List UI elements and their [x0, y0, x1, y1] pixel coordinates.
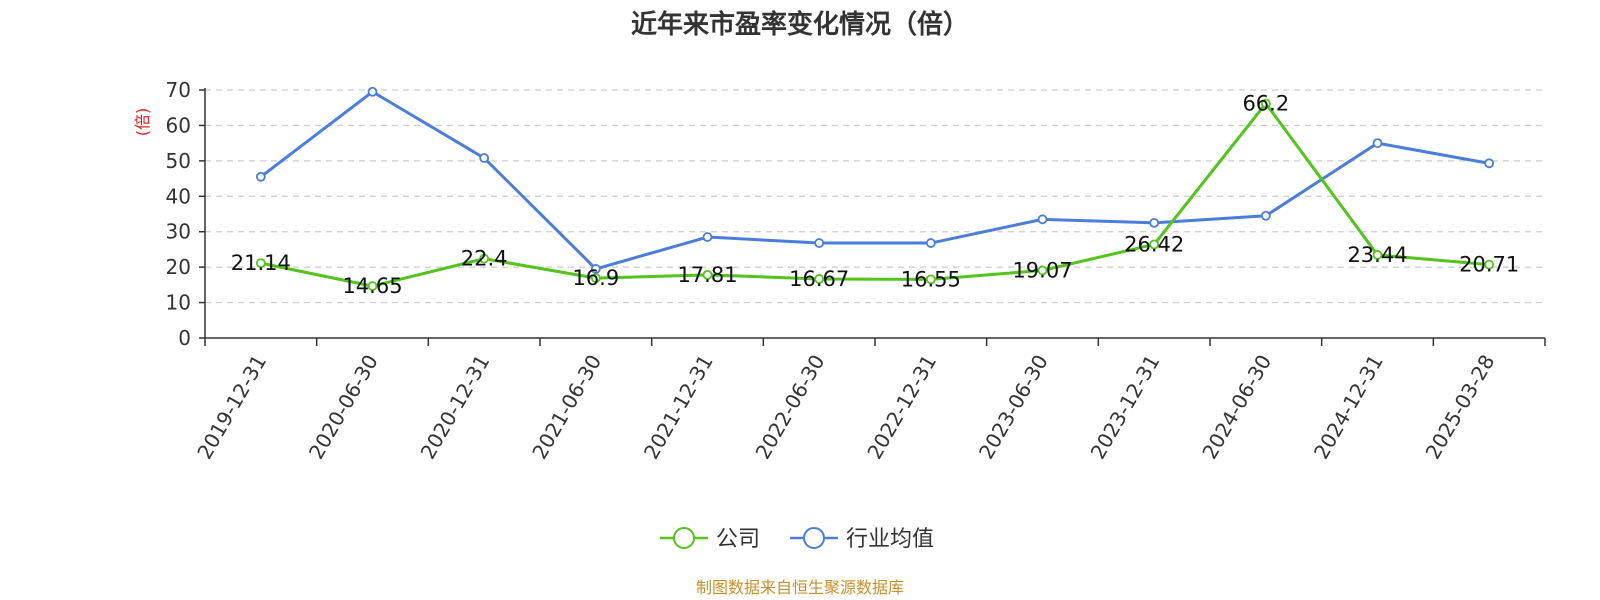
data-point[interactable]: [1372, 250, 1383, 260]
legend[interactable]: 公司 行业均值: [660, 527, 934, 552]
data-point[interactable]: [479, 153, 490, 163]
y-tick-labels: 0 10 20 30 40 50 60 70: [166, 78, 191, 350]
data-point[interactable]: [590, 264, 601, 274]
series-layer: [255, 86, 1495, 291]
data-point[interactable]: [479, 253, 490, 264]
data-label: 66.2: [1242, 91, 1289, 115]
data-point[interactable]: [1149, 239, 1160, 250]
data-point[interactable]: [814, 274, 825, 284]
data-label: 17.81: [677, 263, 737, 287]
data-point[interactable]: [702, 232, 713, 242]
data-label: 19.07: [1012, 258, 1072, 282]
x-tick-label: 2024-06-30: [1197, 351, 1276, 464]
data-point[interactable]: [1037, 214, 1048, 225]
x-tick-label: 2022-06-30: [751, 351, 830, 464]
data-label: 16.67: [789, 267, 849, 291]
x-tick-label: 2022-12-31: [862, 350, 941, 463]
data-point[interactable]: [1484, 158, 1495, 169]
x-tick-label: 2020-06-30: [304, 351, 383, 464]
data-point[interactable]: [255, 258, 266, 269]
x-tick-label: 2020-12-31: [416, 350, 495, 463]
x-tick-label: 2021-12-31: [639, 351, 718, 464]
data-point[interactable]: [367, 281, 378, 291]
data-point[interactable]: [1260, 210, 1271, 221]
x-tick-label: 2023-06-30: [974, 351, 1053, 464]
y-tick-label: 20: [166, 255, 191, 279]
data-point[interactable]: [1484, 259, 1495, 270]
x-tick-label: 2019-12-31: [192, 351, 271, 464]
legend-item[interactable]: 公司: [660, 527, 760, 552]
y-tick-label: 40: [166, 184, 191, 208]
x-tick-label: 2024-12-31: [1309, 351, 1388, 464]
x-tick-labels: 2019-12-31 2020-06-30 2020-12-31 2021-06-30…: [192, 350, 1499, 463]
data-point[interactable]: [925, 274, 936, 285]
y-tick-label: 70: [166, 78, 191, 102]
data-label: 22.4: [461, 247, 508, 271]
data-labels: 21.14 14.65 22.4 16.9 17.81 16.67 16.55 19.07 26…: [231, 91, 1519, 298]
x-tick-label: 2025-03-28: [1421, 351, 1500, 464]
data-label: 23.44: [1347, 243, 1407, 267]
data-point[interactable]: [814, 238, 825, 248]
y-tick-label: 60: [166, 113, 191, 137]
data-point[interactable]: [925, 238, 936, 248]
chart-title: 近年来市盈率变化情况（倍）: [631, 9, 969, 40]
data-point[interactable]: [590, 273, 601, 284]
data-label: 14.65: [342, 274, 402, 298]
series-line: [260, 101, 1490, 288]
data-point[interactable]: [1149, 217, 1160, 228]
data-label: 20.71: [1459, 253, 1519, 277]
data-point[interactable]: [255, 171, 266, 182]
data-point[interactable]: [702, 270, 713, 280]
y-tick-label: 0: [178, 326, 191, 350]
data-point[interactable]: [367, 86, 378, 97]
legend-label: 公司: [716, 527, 760, 552]
data-label: 21.14: [231, 251, 291, 275]
data-label: 16.9: [572, 266, 619, 290]
series-line: [259, 90, 1490, 271]
data-label: 16.55: [901, 267, 961, 291]
x-tick-label: 2021-06-30: [527, 351, 606, 464]
x-tick-label: 2023-12-31: [1086, 351, 1165, 464]
axes: [199, 88, 1546, 346]
y-axis-label: (倍): [133, 108, 152, 137]
grid-lines: [205, 89, 1545, 304]
legend-marker-icon: [803, 527, 825, 549]
source-note: 制图数据来自恒生聚源数据库: [696, 578, 904, 597]
data-point[interactable]: [1037, 265, 1048, 276]
data-label: 26.42: [1124, 232, 1184, 256]
legend-marker-icon: [673, 527, 695, 549]
y-tick-label: 30: [166, 220, 191, 244]
y-tick-label: 50: [166, 149, 191, 173]
legend-label: 行业均值: [846, 527, 934, 552]
legend-item[interactable]: 行业均值: [790, 527, 934, 552]
data-point[interactable]: [1260, 98, 1271, 109]
data-point[interactable]: [1372, 138, 1383, 149]
y-tick-label: 10: [166, 291, 191, 315]
